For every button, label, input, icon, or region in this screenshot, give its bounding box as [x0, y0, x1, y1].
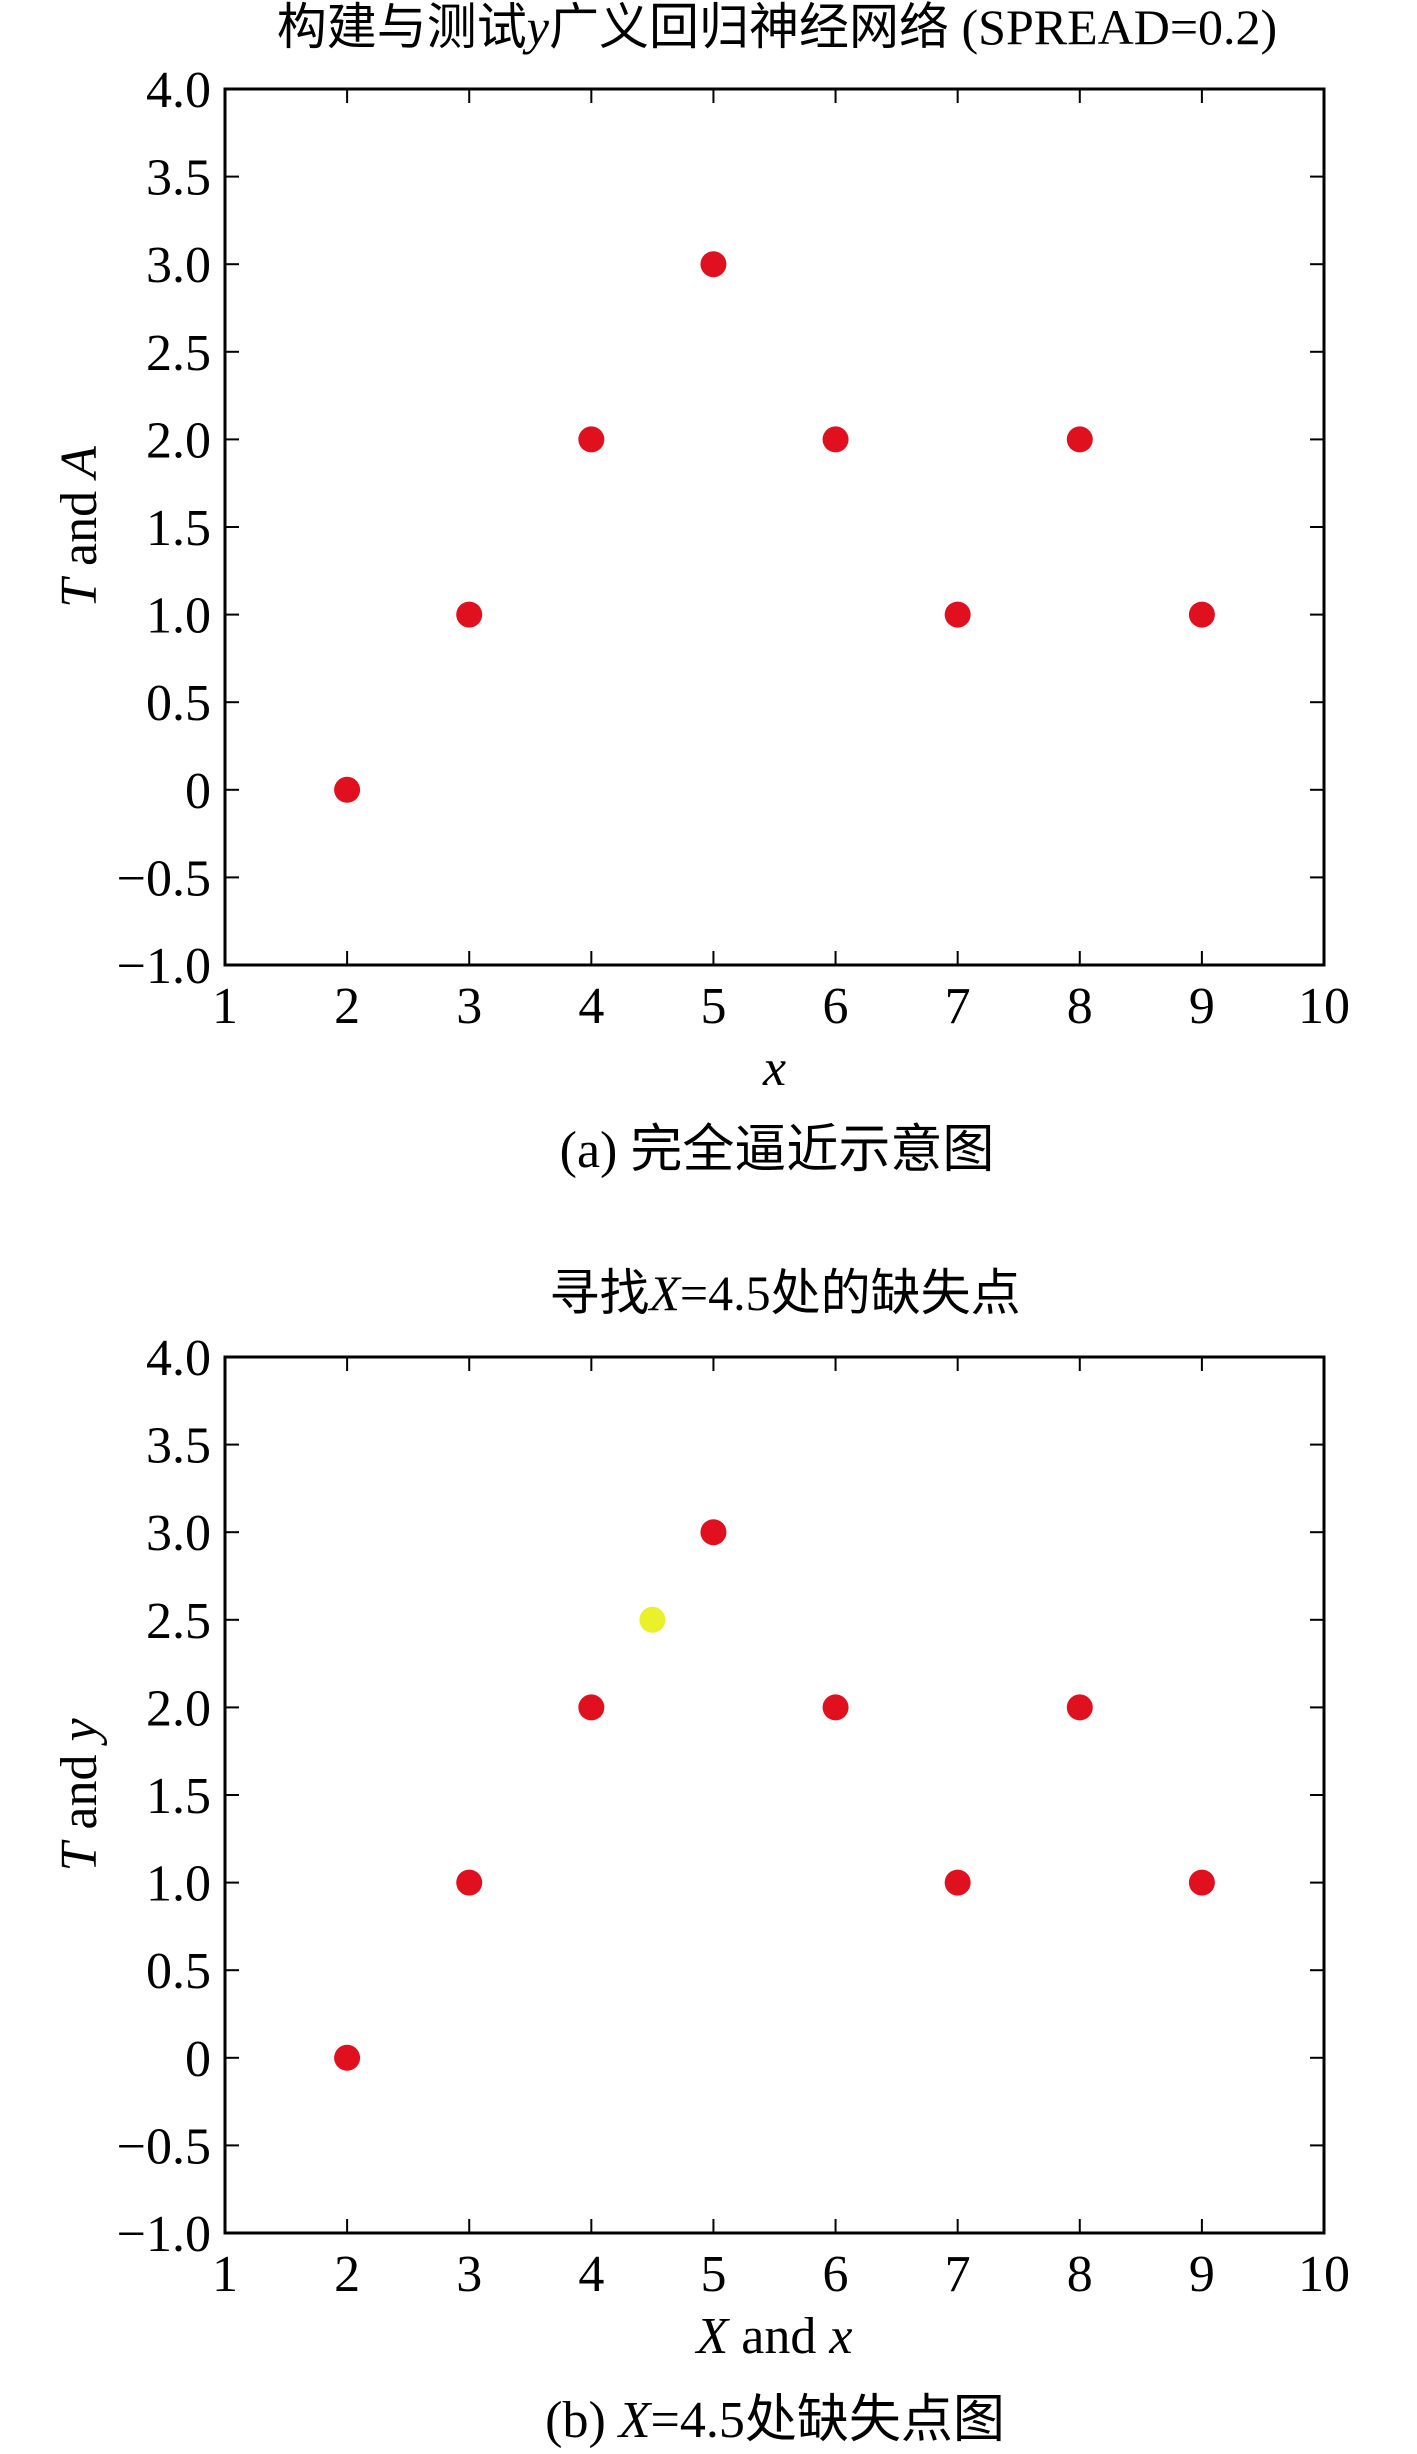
- data-point: [456, 601, 483, 628]
- data-point: [1188, 601, 1215, 628]
- y-axis-label: T and A: [51, 446, 108, 608]
- x-tick-label: 10: [1298, 978, 1350, 1035]
- x-tick-label: 5: [700, 2246, 726, 2303]
- y-tick-label: 4.0: [146, 1330, 211, 1387]
- y-axis: 4.0 3.5 3.0 2.5 2.0 1.5 1.0 0.5 0 −0.5 −1.0: [117, 62, 1324, 995]
- x-axis-label: x: [762, 1040, 786, 1097]
- data-point: [1066, 1694, 1093, 1721]
- x-tick-label: 6: [823, 2246, 849, 2303]
- y-tick-label: 3.0: [146, 237, 211, 294]
- data-point: [334, 2044, 361, 2071]
- data-point: [578, 426, 605, 453]
- y-tick-label: 0: [185, 2031, 211, 2088]
- data-point: [700, 1519, 727, 1546]
- x-tick-label: 8: [1067, 2246, 1093, 2303]
- y-tick-label: −0.5: [117, 2118, 211, 2175]
- x-tick-label: 5: [700, 978, 726, 1035]
- y-tick-label: 4.0: [146, 62, 211, 119]
- y-axis: 4.0 3.5 3.0 2.5 2.0 1.5 1.0 0.5 0 −0.5 −1.0: [117, 1330, 1324, 2263]
- x-tick-label: 4: [578, 2246, 604, 2303]
- figure-caption: (a) 完全逼近示意图: [560, 1122, 995, 1179]
- y-tick-label: 1.5: [146, 1768, 211, 1825]
- y-tick-label: 2.5: [146, 325, 211, 382]
- y-tick-label: 3.5: [146, 150, 211, 207]
- figure-caption: (b) X=4.5处缺失点图: [545, 2392, 1005, 2449]
- y-tick-label: 3.5: [146, 1418, 211, 1475]
- x-tick-label: 7: [945, 978, 971, 1035]
- y-tick-label: 1.0: [146, 588, 211, 645]
- x-tick-label: 7: [945, 2246, 971, 2303]
- data-point: [334, 776, 361, 803]
- x-axis: 1 2 3 4 5 6 7 8 9 10: [212, 1357, 1350, 2303]
- plot-frame: [223, 1355, 1326, 2235]
- y-tick-label: 2.0: [146, 412, 211, 469]
- y-tick-label: 0.5: [146, 1943, 211, 2000]
- y-tick-label: 2.5: [146, 1593, 211, 1650]
- panel-b: 寻找X=4.5处的缺失点 4.0 3.5 3.0 2.5 2.0 1.5 1.0 0.5 0 −0…: [51, 1265, 1350, 2449]
- chart-title: 构建与测试y广义回归神经网络 (SPREAD=0.2): [277, 0, 1277, 55]
- data-point: [822, 1694, 849, 1721]
- x-tick-label: 1: [212, 2246, 238, 2303]
- data-point: [822, 426, 849, 453]
- scatter-points: [334, 1519, 1215, 2071]
- y-tick-label: 0.5: [146, 675, 211, 732]
- chart-title: 寻找X=4.5处的缺失点: [549, 1265, 1020, 1321]
- x-tick-label: 2: [334, 978, 360, 1035]
- panel-a: 构建与测试y广义回归神经网络 (SPREAD=0.2) 4.0 3.5 3.0 2.5…: [51, 0, 1350, 1179]
- y-tick-label: 3.0: [146, 1505, 211, 1562]
- x-tick-label: 1: [212, 978, 238, 1035]
- missing-point: [639, 1606, 666, 1633]
- data-point: [700, 251, 727, 278]
- y-tick-label: 0: [185, 763, 211, 820]
- x-tick-label: 9: [1189, 2246, 1215, 2303]
- data-point: [1066, 426, 1093, 453]
- x-tick-label: 3: [456, 2246, 482, 2303]
- x-tick-label: 10: [1298, 2246, 1350, 2303]
- scatter-points: [334, 251, 1215, 803]
- y-tick-label: 1.5: [146, 500, 211, 557]
- y-tick-label: −1.0: [117, 938, 211, 995]
- x-axis: 1 2 3 4 5 6 7 8 9 10: [212, 89, 1350, 1035]
- data-point: [578, 1694, 605, 1721]
- x-tick-label: 2: [334, 2246, 360, 2303]
- plot-frame: [223, 87, 1326, 967]
- x-axis-label: X and x: [695, 2308, 853, 2365]
- data-point: [1188, 1869, 1215, 1896]
- data-point: [944, 1869, 971, 1896]
- y-tick-label: 2.0: [146, 1680, 211, 1737]
- x-tick-label: 6: [823, 978, 849, 1035]
- data-point: [456, 1869, 483, 1896]
- x-tick-label: 9: [1189, 978, 1215, 1035]
- x-tick-label: 3: [456, 978, 482, 1035]
- y-axis-label: T and y: [51, 1718, 108, 1872]
- x-tick-label: 4: [578, 978, 604, 1035]
- data-point: [944, 601, 971, 628]
- x-tick-label: 8: [1067, 978, 1093, 1035]
- y-tick-label: −1.0: [117, 2206, 211, 2263]
- y-tick-label: 1.0: [146, 1856, 211, 1913]
- y-tick-label: −0.5: [117, 850, 211, 907]
